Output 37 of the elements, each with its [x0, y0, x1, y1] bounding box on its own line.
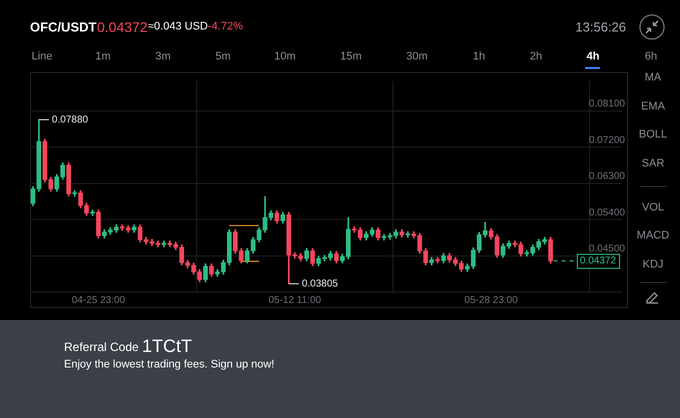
- ref-line-label: 0.04372: [580, 256, 616, 267]
- text: 30m: [406, 50, 428, 62]
- x-tick-label: 05-28 23:00: [464, 294, 518, 306]
- text: 5m: [215, 50, 231, 62]
- text: 1h: [472, 50, 486, 62]
- text: 15m: [340, 50, 362, 62]
- text: 3m: [155, 50, 171, 62]
- text: VOL: [642, 202, 664, 214]
- text: EMA: [641, 100, 665, 112]
- text: Enjoy the lowest trading fees. Sign up now!: [64, 358, 274, 370]
- annotation: 0.07880: [52, 114, 89, 126]
- y-tick-label: 0.08100: [588, 98, 626, 110]
- text: 4h: [586, 50, 600, 62]
- x-tick-label: 04-25 23:00: [72, 294, 126, 306]
- text: 13:56:26: [575, 20, 626, 34]
- text: 6h: [644, 50, 658, 62]
- text: 10m: [274, 50, 296, 62]
- text: 1TCtT: [142, 336, 192, 356]
- text: 2h: [530, 50, 542, 62]
- text: MACD: [636, 230, 670, 242]
- text: MA: [644, 72, 662, 84]
- text: Line: [32, 50, 52, 62]
- text: SAR: [642, 158, 664, 170]
- text: Referral Code: [64, 340, 139, 354]
- text: -4.72%: [208, 20, 243, 32]
- annotation: 0.03805: [302, 278, 338, 290]
- text: KDJ: [642, 258, 664, 270]
- y-tick-label: 0.05400: [588, 207, 626, 218]
- y-tick-label: 0.04500: [588, 244, 626, 255]
- y-tick-label: 0.07200: [588, 134, 626, 146]
- x-tick-label: 05-12 11:00: [268, 294, 322, 306]
- text: 0.04372: [97, 19, 148, 35]
- chart-title: OFC/USDT: [30, 20, 96, 34]
- y-tick-label: 0.06300: [588, 171, 626, 182]
- text: ≈0.043 USD: [148, 20, 208, 32]
- text: BOLL: [638, 128, 668, 140]
- text: 1m: [95, 50, 111, 62]
